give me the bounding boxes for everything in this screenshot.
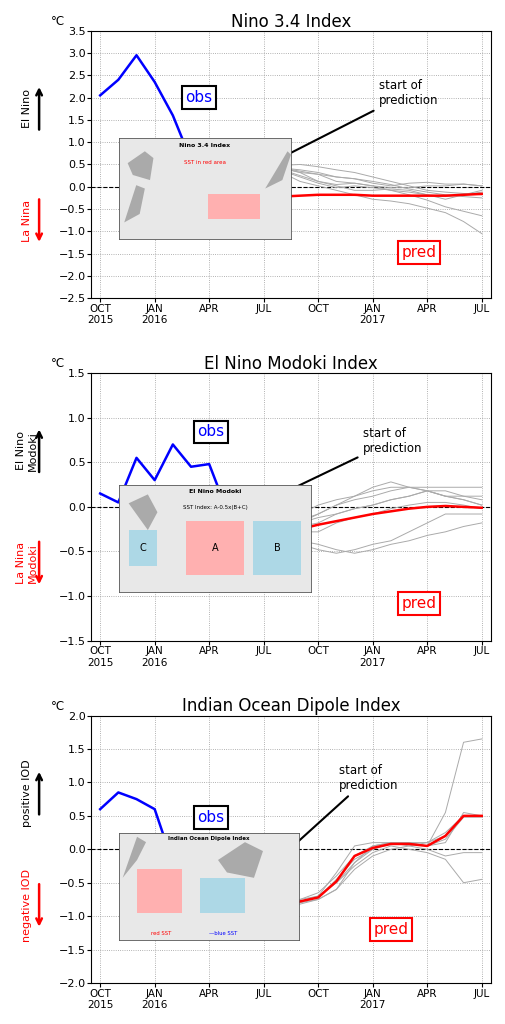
Title: Indian Ocean Dipole Index: Indian Ocean Dipole Index: [181, 697, 399, 716]
Text: La Nina
Modoki: La Nina Modoki: [16, 542, 38, 584]
Text: °C: °C: [51, 15, 65, 28]
Text: pred: pred: [373, 922, 408, 937]
Text: obs: obs: [197, 810, 224, 824]
Text: La Nina: La Nina: [22, 200, 32, 242]
Text: °C: °C: [51, 357, 65, 371]
Title: Nino 3.4 Index: Nino 3.4 Index: [230, 12, 350, 31]
Text: start of
prediction: start of prediction: [268, 427, 422, 501]
Title: El Nino Modoki Index: El Nino Modoki Index: [204, 355, 377, 373]
Text: obs: obs: [197, 425, 224, 439]
Text: pred: pred: [400, 246, 435, 260]
Text: obs: obs: [185, 90, 212, 105]
Text: negative IOD: negative IOD: [22, 869, 32, 942]
Text: start of
prediction: start of prediction: [267, 764, 397, 869]
Text: El Nino: El Nino: [22, 89, 32, 128]
Text: pred: pred: [400, 596, 435, 610]
Text: El Nino
Modoki: El Nino Modoki: [16, 431, 38, 471]
Text: start of
prediction: start of prediction: [268, 79, 437, 165]
Text: °C: °C: [51, 699, 65, 713]
Text: positive IOD: positive IOD: [22, 760, 32, 827]
